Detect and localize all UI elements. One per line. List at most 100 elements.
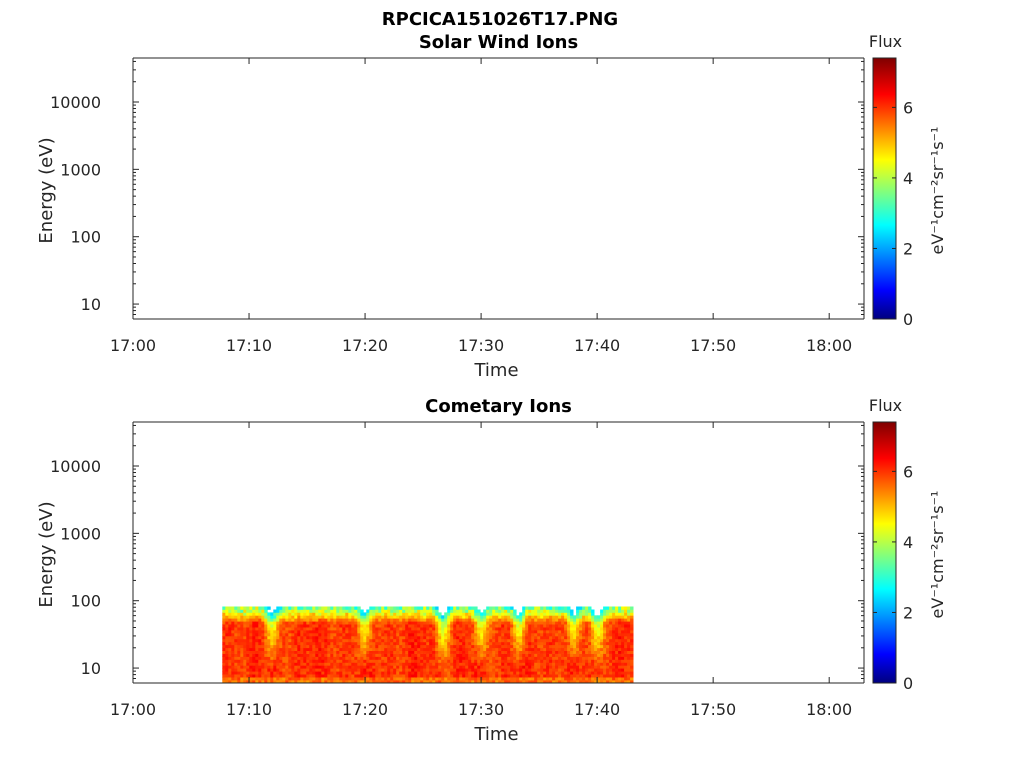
spectrogram-cell bbox=[447, 677, 451, 681]
spectrogram-cell bbox=[255, 671, 259, 675]
spectrogram-cell bbox=[489, 606, 493, 610]
spectrogram-cell bbox=[381, 650, 385, 654]
spectrogram-cell bbox=[441, 630, 445, 634]
spectrogram-cell bbox=[309, 665, 313, 669]
spectrogram-cell bbox=[459, 624, 463, 628]
spectrogram-cell bbox=[456, 621, 460, 625]
spectrogram-cell bbox=[309, 680, 313, 684]
spectrogram-cell bbox=[339, 630, 343, 634]
spectrogram-cell bbox=[408, 615, 412, 619]
spectrogram-cell bbox=[288, 624, 292, 628]
spectrogram-cell bbox=[459, 659, 463, 663]
spectrogram-cell bbox=[471, 644, 475, 649]
spectrogram-cell bbox=[279, 609, 283, 613]
spectrogram-cell bbox=[480, 653, 484, 657]
spectrogram-cell bbox=[462, 653, 466, 657]
spectrogram-cell bbox=[603, 677, 607, 681]
spectrogram-cell bbox=[408, 638, 412, 643]
spectrogram-cell bbox=[546, 633, 550, 637]
spectrogram-cell bbox=[603, 644, 607, 649]
spectrogram-cell bbox=[324, 615, 328, 619]
spectrogram-cell bbox=[612, 641, 616, 646]
spectrogram-cell bbox=[417, 618, 421, 622]
spectrogram-cell bbox=[246, 641, 250, 646]
spectrogram-cell bbox=[615, 677, 619, 681]
spectrogram-cell bbox=[618, 674, 622, 678]
spectrogram-cell bbox=[303, 612, 307, 616]
spectrogram-cell bbox=[567, 644, 571, 649]
spectrogram-cell bbox=[582, 621, 586, 625]
spectrogram-cell bbox=[321, 612, 325, 616]
spectrogram-cell bbox=[537, 680, 541, 684]
spectrogram-cell bbox=[600, 635, 604, 640]
spectrogram-cell bbox=[261, 630, 265, 634]
x-tick-label: 17:20 bbox=[342, 700, 388, 719]
spectrogram-cell bbox=[609, 635, 613, 640]
spectrogram-cell bbox=[552, 677, 556, 681]
spectrogram-cell bbox=[225, 647, 229, 651]
spectrogram-cell bbox=[357, 662, 361, 666]
spectrogram-cell bbox=[432, 633, 436, 637]
spectrogram-cell bbox=[627, 627, 631, 631]
spectrogram-cell bbox=[420, 606, 424, 610]
spectrogram-cell bbox=[576, 680, 580, 684]
spectrogram-cell bbox=[321, 665, 325, 669]
spectrogram-cell bbox=[621, 624, 625, 628]
spectrogram-cell bbox=[564, 665, 568, 669]
spectrogram-cell bbox=[261, 677, 265, 681]
spectrogram-cell bbox=[255, 612, 259, 616]
spectrogram-cell bbox=[522, 641, 526, 646]
spectrogram-cell bbox=[234, 656, 238, 660]
spectrogram-cell bbox=[357, 680, 361, 684]
spectrogram-cell bbox=[576, 612, 580, 616]
colorbar-tick-label: 4 bbox=[903, 169, 913, 188]
spectrogram-cell bbox=[594, 624, 598, 628]
spectrogram-cell bbox=[333, 677, 337, 681]
spectrogram-cell bbox=[594, 618, 598, 622]
spectrogram-cell bbox=[576, 624, 580, 628]
spectrogram-cell bbox=[342, 641, 346, 646]
spectrogram-cell bbox=[234, 609, 238, 613]
spectrogram-cell bbox=[363, 618, 367, 622]
spectrogram-cell bbox=[225, 662, 229, 666]
spectrogram-cell bbox=[231, 650, 235, 654]
spectrogram-cell bbox=[516, 638, 520, 643]
spectrogram-cell bbox=[336, 627, 340, 631]
spectrogram-cell bbox=[453, 624, 457, 628]
spectrogram-cell bbox=[468, 618, 472, 622]
spectrogram-cell bbox=[342, 656, 346, 660]
spectrogram-cell bbox=[306, 653, 310, 657]
spectrogram-cell bbox=[564, 650, 568, 654]
spectrogram-cell bbox=[234, 612, 238, 616]
spectrogram-cell bbox=[477, 609, 481, 613]
spectrogram-cell bbox=[384, 659, 388, 663]
spectrogram-cell bbox=[456, 606, 460, 610]
spectrogram-cell bbox=[267, 635, 271, 640]
spectrogram-cell bbox=[261, 665, 265, 669]
spectrogram-cell bbox=[300, 624, 304, 628]
spectrogram-cell bbox=[345, 674, 349, 678]
spectrogram-cell bbox=[561, 674, 565, 678]
spectrogram-cell bbox=[609, 612, 613, 616]
spectrogram-cell bbox=[492, 641, 496, 646]
spectrogram-cell bbox=[501, 662, 505, 666]
spectrogram-cell bbox=[516, 644, 520, 649]
spectrogram-cell bbox=[468, 609, 472, 613]
spectrogram-cell bbox=[381, 630, 385, 634]
spectrogram-cell bbox=[378, 618, 382, 622]
spectrogram-cell bbox=[309, 638, 313, 643]
spectrogram-cell bbox=[591, 638, 595, 643]
x-axis-label: Time bbox=[473, 724, 518, 745]
spectrogram-cell bbox=[309, 612, 313, 616]
spectrogram-cell bbox=[348, 621, 352, 625]
spectrogram-cell bbox=[570, 650, 574, 654]
spectrogram-cell bbox=[312, 650, 316, 654]
spectrogram-cell bbox=[474, 638, 478, 643]
spectrogram-cell bbox=[240, 618, 244, 622]
spectrogram-cell bbox=[534, 612, 538, 616]
spectrogram-cell bbox=[591, 630, 595, 634]
spectrogram-cell bbox=[570, 653, 574, 657]
spectrogram-cell bbox=[489, 659, 493, 663]
spectrogram-cell bbox=[264, 618, 268, 622]
spectrogram-cell bbox=[375, 633, 379, 637]
